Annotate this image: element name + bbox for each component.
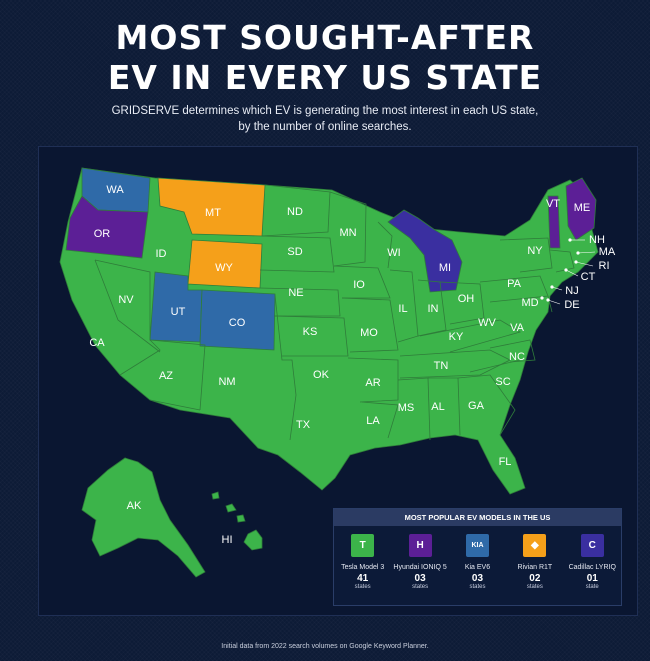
label-me: ME — [574, 202, 591, 214]
rivian-logo-icon: ◆ — [523, 534, 547, 557]
label-nd: ND — [287, 206, 303, 218]
label-nc: NC — [509, 351, 525, 363]
label-sc: SC — [495, 376, 510, 388]
label-nm: NM — [218, 376, 235, 388]
legend-model-tesla: T Tesla Model 3 41 states — [335, 534, 391, 590]
title-line-1: MOST SOUGHT-AFTER — [115, 18, 535, 57]
label-mi: MI — [439, 262, 451, 274]
model-name: Tesla Model 3 — [341, 564, 385, 571]
label-mn: MN — [339, 227, 356, 239]
label-oh: OH — [458, 293, 475, 305]
model-count: 03 — [471, 573, 484, 584]
label-wi: WI — [387, 247, 400, 259]
model-name: Kia EV6 — [464, 564, 491, 571]
label-nv: NV — [118, 294, 134, 306]
label-io: IO — [353, 279, 365, 291]
label-ut: UT — [171, 306, 186, 318]
label-ri: RI — [599, 260, 610, 272]
label-ar: AR — [365, 377, 380, 389]
legend-model-cadillac: C Cadillac LYRIQ 01 state — [564, 534, 620, 590]
label-wa: WA — [106, 184, 124, 196]
label-sd: SD — [287, 246, 302, 258]
hi-island-2 — [225, 503, 237, 513]
label-mt: MT — [205, 207, 221, 219]
state-hi — [243, 529, 263, 551]
model-name: Rivian R1T — [517, 564, 553, 571]
legend-heading: MOST POPULAR EV MODELS IN THE US — [334, 509, 621, 526]
state-mi — [387, 209, 463, 293]
label-de: DE — [564, 299, 579, 311]
subtitle-line-1: GRIDSERVE determines which EV is generat… — [111, 105, 539, 117]
model-count: 01 — [586, 573, 598, 584]
label-ca: CA — [89, 337, 105, 349]
label-co: CO — [229, 317, 246, 329]
legend-models: T Tesla Model 3 41 states H Hyundai IONI… — [334, 526, 621, 590]
label-pa: PA — [507, 278, 522, 290]
legend-model-hyundai: H Hyundai IONIQ 5 03 states — [392, 534, 448, 590]
label-la: LA — [366, 415, 380, 427]
label-ne: NE — [288, 287, 303, 299]
cadillac-logo-icon: C — [580, 534, 604, 557]
model-unit: states — [354, 584, 371, 590]
label-tn: TN — [434, 360, 449, 372]
model-unit: states — [469, 584, 486, 590]
model-count: 02 — [529, 573, 541, 584]
model-count: 41 — [357, 573, 369, 584]
title-line-2: EV IN EVERY US STATE — [107, 58, 543, 97]
small-state-leaders — [547, 239, 596, 305]
label-wv: WV — [478, 317, 496, 329]
kia-logo-icon: KIA — [465, 534, 489, 557]
model-unit: state — [585, 584, 599, 590]
label-fl: FL — [499, 456, 512, 468]
label-nh: NH — [589, 234, 605, 246]
label-or: OR — [94, 228, 111, 240]
legend-model-rivian: ◆ Rivian R1T 02 states — [507, 534, 563, 590]
legend: MOST POPULAR EV MODELS IN THE US T Tesla… — [333, 508, 622, 606]
hi-island-1 — [211, 491, 220, 500]
label-hi: HI — [222, 534, 233, 546]
label-ky: KY — [449, 331, 464, 343]
label-ma: MA — [599, 246, 616, 258]
label-ct: CT — [581, 271, 596, 283]
tesla-logo-icon: T — [351, 534, 375, 557]
label-wy: WY — [215, 262, 233, 274]
state-me — [565, 177, 597, 241]
label-ms: MS — [398, 402, 415, 414]
model-count: 03 — [414, 573, 426, 584]
label-ok: OK — [313, 369, 330, 381]
state-vt — [547, 195, 561, 249]
model-name: Cadillac LYRIQ — [568, 564, 616, 571]
state-labels: WA OR CA NV ID MT WY UT CO AZ NM ND SD N… — [89, 184, 616, 546]
label-in: IN — [428, 303, 439, 315]
label-il: IL — [398, 303, 407, 315]
state-co — [199, 289, 276, 351]
label-id: ID — [156, 248, 167, 260]
label-vt: VT — [546, 198, 560, 210]
footer-note: Initial data from 2022 search volumes on… — [221, 643, 429, 650]
subtitle: GRIDSERVE determines which EV is generat… — [0, 103, 650, 135]
state-ak — [81, 457, 206, 578]
label-ga: GA — [468, 400, 485, 412]
model-name: Hyundai IONIQ 5 — [393, 564, 447, 571]
hyundai-logo-icon: H — [408, 534, 432, 557]
label-ak: AK — [127, 500, 142, 512]
page-title: MOST SOUGHT-AFTER EV IN EVERY US STATE — [0, 18, 650, 98]
marker-md — [540, 296, 544, 300]
hi-island-3 — [236, 514, 246, 523]
label-mo: MO — [360, 327, 378, 339]
subtitle-line-2: by the number of online searches. — [238, 121, 412, 133]
label-az: AZ — [159, 370, 173, 382]
model-unit: states — [412, 584, 429, 590]
label-al: AL — [431, 401, 444, 413]
label-nj: NJ — [565, 285, 578, 297]
model-unit: states — [526, 584, 543, 590]
state-or — [65, 195, 149, 259]
label-md: MD — [521, 297, 538, 309]
label-tx: TX — [296, 419, 311, 431]
legend-model-kia: KIA Kia EV6 03 states — [449, 534, 505, 590]
label-ny: NY — [527, 245, 543, 257]
label-va: VA — [510, 322, 525, 334]
label-ks: KS — [303, 326, 318, 338]
